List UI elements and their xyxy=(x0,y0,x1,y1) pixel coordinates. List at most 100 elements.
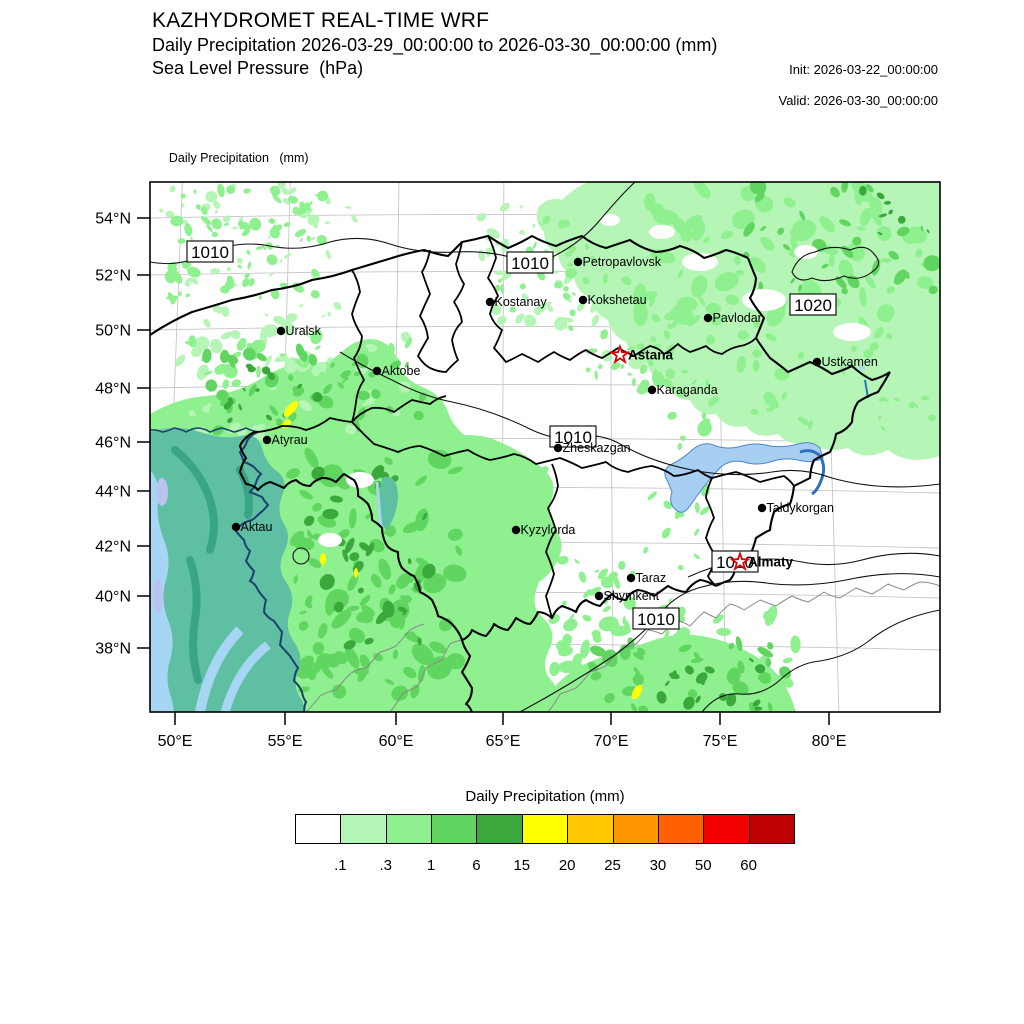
city-marker: Taraz xyxy=(626,571,667,585)
colorbar-boundary-label: .1 xyxy=(334,857,347,874)
caspian-sea xyxy=(150,427,398,712)
capital-star-icon xyxy=(609,343,631,365)
run-times: Init: 2026-03-22_00:00:00 Valid: 2026-03… xyxy=(764,62,939,109)
lon-tick-label: 65°E xyxy=(486,733,521,750)
city-label: Kostanay xyxy=(495,295,548,309)
city-dot-icon xyxy=(578,295,588,305)
lat-tick-label: 54°N xyxy=(95,211,131,228)
city-dot-icon xyxy=(573,257,583,267)
city-marker: Pavlodar xyxy=(703,311,762,325)
lat-tick-label: 38°N xyxy=(95,641,131,658)
city-dot-icon xyxy=(647,385,657,395)
axis-ticks: 54°N 52°N 50°N 48°N 46°N 44°N 42°N 40°N 38°N 50°E… xyxy=(95,211,846,751)
colorbar-title: Daily Precipitation (mm) xyxy=(465,788,625,805)
city-label: Karaganda xyxy=(657,383,718,397)
colorbar-cell xyxy=(568,815,614,843)
pressure-labels: 101010101020101010101010 xyxy=(186,240,837,630)
lat-tick-label: 44°N xyxy=(95,484,131,501)
page-title: KAZHYDROMET REAL-TIME WRF xyxy=(152,9,490,32)
city-label: Uralsk xyxy=(286,324,322,338)
pressure-label: 1010 xyxy=(632,607,680,630)
pressure-value: 1010 xyxy=(191,243,229,262)
lakes-layer xyxy=(664,366,869,513)
foreign-borders xyxy=(305,581,940,712)
colorbar-boundary-label: 6 xyxy=(472,857,481,874)
subtitle-precipitation: Daily Precipitation 2026-03-29_00:00:00 … xyxy=(152,35,718,55)
valid-time: Valid: 2026-03-30_00:00:00 xyxy=(778,93,939,109)
inset-legend-line1: Daily Precipitation (mm) xyxy=(168,150,309,165)
colorbar-cell xyxy=(296,815,342,843)
city-label: Taldykorgan xyxy=(767,501,834,515)
city-dot-icon xyxy=(812,357,822,367)
lat-tick-label: 48°N xyxy=(95,381,131,398)
city-marker: Almaty xyxy=(729,550,794,572)
colorbar-cell xyxy=(522,815,569,843)
lat-tick-label: 50°N xyxy=(95,323,131,340)
city-marker: Petropavlovsk xyxy=(573,255,662,269)
pressure-label: 1010 xyxy=(506,251,554,274)
map-frame xyxy=(149,181,941,713)
heavy-precip-fleck xyxy=(354,568,358,578)
city-marker: Karaganda xyxy=(647,383,718,397)
pressure-label: 1010 xyxy=(549,425,597,448)
pressure-value: 1020 xyxy=(794,296,832,315)
city-dot-icon xyxy=(594,591,604,601)
pressure-value: 1010 xyxy=(554,428,592,447)
colorbar-boundary-label: 50 xyxy=(694,857,712,874)
colorbar-labels: .1 .3 1 6 15 20 25 30 50 60 xyxy=(295,857,795,879)
precipitation-layer xyxy=(150,182,940,712)
lon-tick-label: 70°E xyxy=(594,733,629,750)
city-marker: Taldykorgan xyxy=(757,501,834,515)
city-label: Taraz xyxy=(636,571,667,585)
lon-tick-label: 60°E xyxy=(379,733,414,750)
colorbar-boundary-label: 60 xyxy=(740,857,757,874)
pressure-value: 1010 xyxy=(637,610,675,629)
city-label: Aktau xyxy=(241,520,273,534)
subtitle-pressure: Sea Level Pressure (hPa) xyxy=(152,58,364,78)
city-label: Kokshetau xyxy=(588,293,647,307)
cities-layer: Petropavlovsk Kostanay Kokshetau Pavlodar Ur… xyxy=(231,255,878,603)
city-dot-icon xyxy=(262,435,272,445)
precip-field-south xyxy=(540,634,796,712)
lat-tick-label: 42°N xyxy=(95,539,131,556)
colorbar-cell xyxy=(341,815,387,843)
city-label: Atyrau xyxy=(272,433,308,447)
city-marker: Atyrau xyxy=(262,433,308,447)
city-dot-icon xyxy=(626,573,636,583)
city-marker: Astana xyxy=(609,343,674,365)
pressure-label: 1010 xyxy=(186,240,234,263)
city-label: Pavlodar xyxy=(713,311,762,325)
city-marker: Zheskazgan xyxy=(553,441,631,455)
pressure-value: 1010 xyxy=(511,254,549,273)
colorbar-boundary-label: 15 xyxy=(513,857,531,874)
city-dot-icon xyxy=(757,503,767,513)
colorbar-cell xyxy=(704,815,750,843)
capital-star-icon xyxy=(729,550,751,572)
city-dot-icon xyxy=(703,313,713,323)
lon-tick-label: 50°E xyxy=(158,733,193,750)
colorbar-boundary-label: 20 xyxy=(558,857,576,874)
lat-tick-label: 52°N xyxy=(95,268,131,285)
colorbar-cell xyxy=(386,815,433,843)
colorbar-cell xyxy=(613,815,659,843)
colorbar-cell xyxy=(432,815,478,843)
city-dot-icon xyxy=(511,525,521,535)
colorbar-boundary-label: .3 xyxy=(379,857,392,874)
city-dot-icon xyxy=(231,522,241,532)
lake-balkhash xyxy=(664,442,824,513)
lat-tick-label: 46°N xyxy=(95,435,131,452)
colorbar-cell xyxy=(477,815,523,843)
colorbar-cells xyxy=(295,814,795,844)
colorbar-boundary-label: 25 xyxy=(604,857,621,874)
city-marker: Ustkamen xyxy=(812,355,878,369)
heavy-precip-fleck xyxy=(320,553,326,565)
city-marker: Kokshetau xyxy=(578,293,647,307)
city-label: Kyzylorda xyxy=(521,523,576,537)
heavy-precip-fleck xyxy=(283,400,299,418)
colorbar: Daily Precipitation (mm) .1 .3 1 6 15 20 25 30 5… xyxy=(295,788,795,879)
city-label: Shymkent xyxy=(604,589,660,603)
lon-tick-label: 80°E xyxy=(812,733,847,750)
colorbar-boundary-label: 30 xyxy=(649,857,667,874)
city-label: Ustkamen xyxy=(822,355,878,369)
